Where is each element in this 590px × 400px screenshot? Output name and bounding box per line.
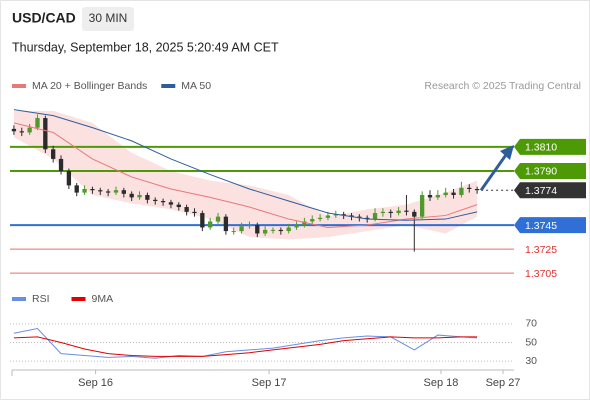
legend-swatch: [161, 84, 176, 88]
legend-label: MA 20 + Bollinger Bands: [32, 80, 147, 92]
candle-body: [341, 214, 346, 216]
candle-body: [192, 211, 197, 214]
candle-body: [286, 227, 291, 232]
candle-body: [105, 191, 111, 193]
level-label: 1.3810: [525, 142, 557, 154]
candle-body: [82, 188, 87, 193]
candle-body: [349, 215, 354, 217]
candle-body: [388, 211, 393, 214]
legend-label: 9MA: [92, 293, 114, 305]
candle-body: [435, 195, 441, 198]
level-label: 1.3774: [525, 185, 557, 197]
candle-body: [474, 188, 480, 191]
rsi-line: [13, 336, 478, 357]
chart-title: USD/CAD: [12, 10, 76, 26]
level-tag: [514, 162, 586, 179]
candle-body: [145, 195, 150, 200]
level-label: 1.3705: [525, 268, 557, 280]
rsi-tick-label: 70: [525, 318, 537, 330]
candle-body: [121, 190, 126, 194]
candle-body: [302, 221, 307, 226]
x-tick-label: Sep 27: [486, 377, 521, 389]
candle-body: [270, 229, 276, 231]
candle-body: [317, 217, 323, 220]
candle-body: [129, 193, 134, 198]
candle-body: [396, 210, 401, 214]
candle-body: [215, 216, 221, 222]
candle-body: [443, 192, 448, 195]
candle-body: [231, 231, 236, 233]
candle-body: [27, 127, 32, 133]
candle-body: [208, 221, 213, 228]
candle-body: [278, 229, 283, 232]
level-label: 1.3790: [525, 166, 557, 178]
candle-body: [467, 187, 472, 189]
candle-body: [357, 216, 362, 218]
x-tick-label: Sep 17: [252, 377, 287, 389]
ma-line: [13, 122, 478, 228]
forecast-arrow: [479, 151, 510, 192]
legend-swatch: [12, 84, 26, 88]
candle-body: [325, 215, 331, 218]
candle-body: [176, 204, 181, 208]
rsi-tick-label: 30: [525, 355, 537, 367]
candle-body: [200, 213, 205, 228]
candle-body: [90, 188, 95, 191]
rsi-tick-label: 50: [525, 336, 537, 348]
candle-body: [239, 226, 244, 232]
legend-swatch: [71, 297, 86, 301]
candle-body: [365, 217, 370, 220]
candle-body: [451, 192, 456, 195]
candle-body: [333, 214, 338, 216]
candle-body: [372, 213, 378, 220]
candle-body: [43, 118, 48, 150]
candle-body: [113, 190, 119, 193]
level-tag: [514, 217, 586, 234]
candle-body: [11, 128, 17, 132]
forecast-arrow-head: [500, 145, 514, 160]
x-tick-label: Sep 16: [78, 377, 113, 389]
level-tag: [514, 182, 586, 199]
candle-body: [459, 187, 464, 195]
candle-body: [51, 149, 56, 159]
legend-swatch: [12, 297, 26, 301]
timeframe-box: [82, 7, 134, 31]
x-tick-label: Sep 18: [424, 377, 459, 389]
candle-body: [160, 201, 166, 203]
candle-body: [66, 170, 72, 186]
level-label: 1.3725: [525, 244, 557, 256]
candle-body: [412, 211, 417, 217]
subtitle: Thursday, September 18, 2025 5:20:49 AM …: [12, 40, 279, 54]
candle-body: [310, 219, 315, 222]
candle-body: [168, 202, 174, 205]
level-tag: [514, 138, 586, 155]
timeframe: 30 MIN: [89, 11, 128, 25]
candle-body: [35, 118, 40, 128]
legend-label: MA 50: [181, 80, 211, 92]
level-label: 1.3745: [525, 220, 557, 232]
candle-body: [380, 211, 386, 214]
candle-body: [58, 158, 64, 171]
candle-body: [98, 190, 103, 192]
candle-body: [19, 131, 24, 133]
candle-body: [255, 225, 260, 234]
rsi-line: [13, 328, 478, 359]
bollinger-band: [13, 110, 478, 240]
source: Research © 2025 Trading Central: [424, 80, 581, 92]
candle-body: [262, 229, 268, 234]
candle-body: [184, 207, 189, 212]
candle-body: [153, 199, 158, 202]
candle-body: [419, 195, 425, 217]
candle-body: [404, 210, 409, 212]
candle-body: [247, 225, 252, 227]
candle-body: [427, 195, 433, 198]
ma-line: [13, 109, 478, 221]
candle-body: [223, 216, 229, 232]
candle-body: [74, 185, 79, 193]
candle-body: [137, 195, 142, 198]
candle-body: [294, 225, 299, 228]
legend-label: RSI: [32, 293, 50, 305]
